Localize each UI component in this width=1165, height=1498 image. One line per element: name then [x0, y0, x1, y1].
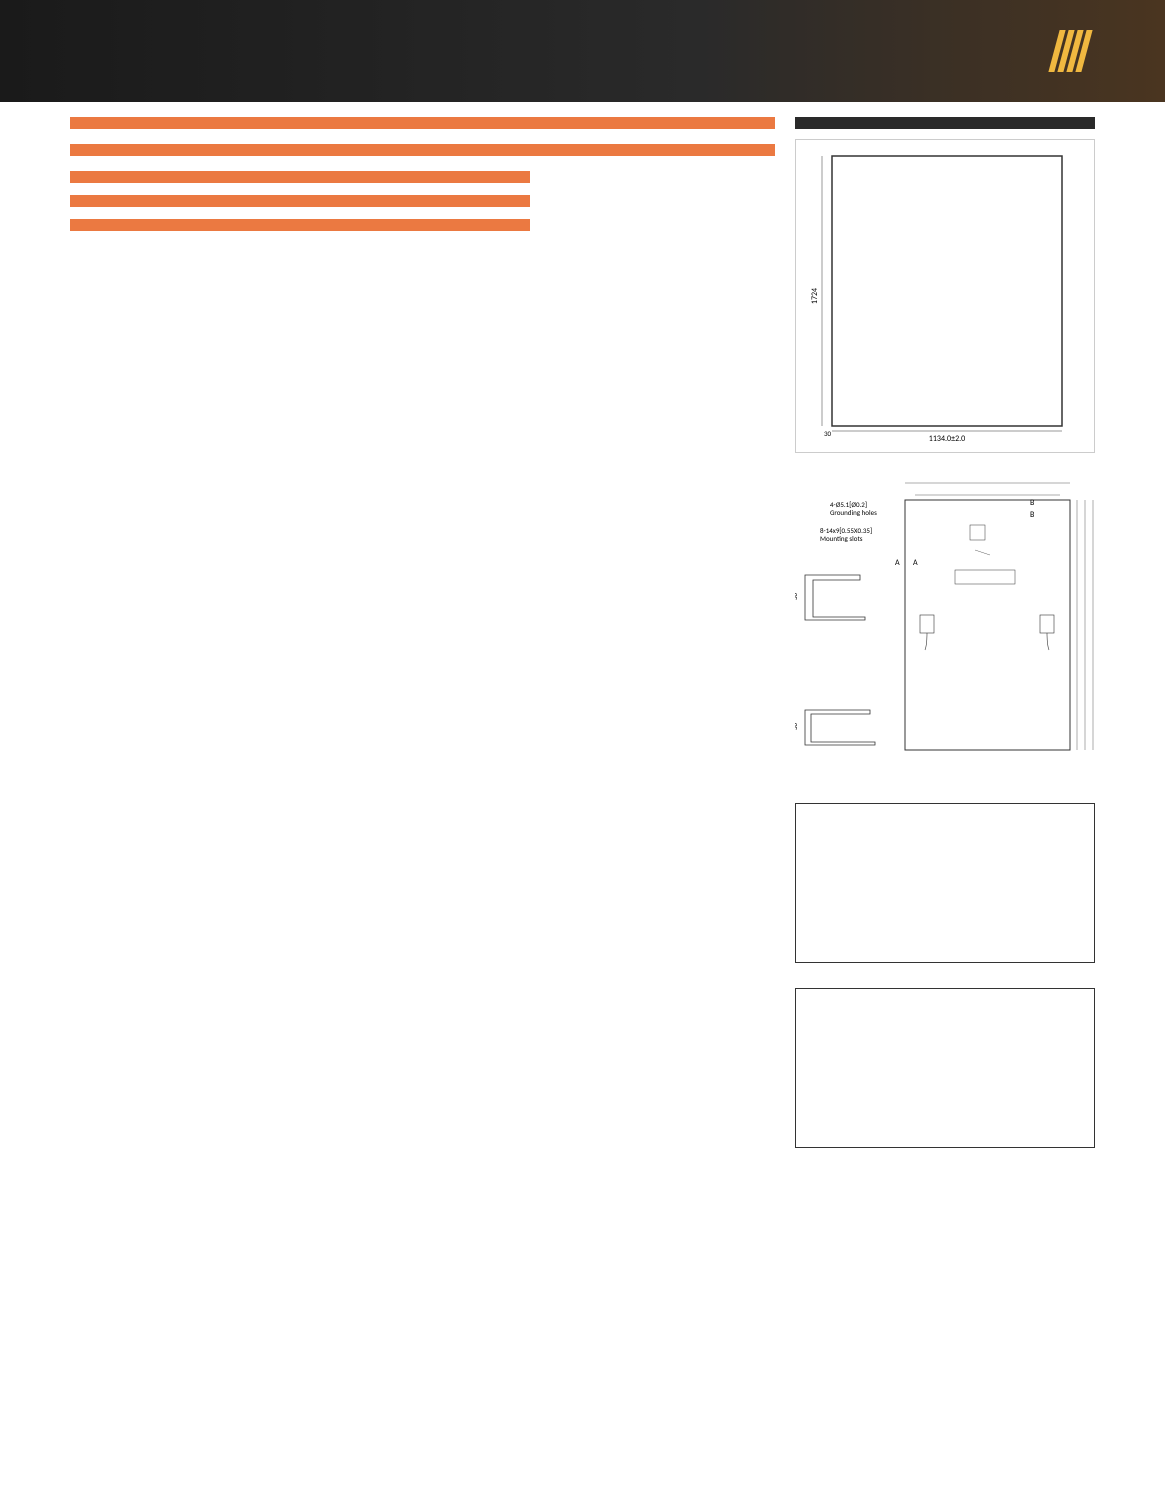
svg-text:1724: 1724	[810, 288, 820, 304]
svg-text:30: 30	[795, 592, 799, 600]
rear-drawing: 4-Ø5.1[Ø0.2] Grounding holes 8-14x9[0.55…	[795, 465, 1095, 798]
vds-logo	[1054, 30, 1095, 72]
svg-text:A: A	[913, 558, 918, 568]
mechanical-header	[70, 171, 530, 183]
svg-text:Grounding holes: Grounding holes	[830, 508, 877, 517]
nmot-header	[70, 144, 775, 156]
page-header	[0, 0, 1165, 102]
svg-text:Mounting slots: Mounting slots	[820, 534, 863, 543]
svg-text:1134.0±2.0: 1134.0±2.0	[929, 434, 965, 444]
svg-text:30: 30	[824, 429, 832, 438]
svg-text:B: B	[1030, 498, 1035, 508]
front-drawing: 1724 1134.0±2.0 30	[795, 139, 1095, 453]
logo-stripes-icon	[1054, 30, 1087, 72]
tempcoeff-header	[70, 219, 530, 231]
svg-text:A: A	[895, 558, 900, 568]
operating-header	[70, 195, 530, 207]
svg-text:B: B	[1030, 510, 1035, 520]
iv-chart-power	[795, 988, 1095, 1148]
iv-chart-current	[795, 803, 1095, 963]
svg-text:30: 30	[795, 722, 799, 730]
company-profile	[0, 1188, 1165, 1208]
drawings-header	[795, 117, 1095, 129]
electrical-header	[70, 117, 775, 129]
